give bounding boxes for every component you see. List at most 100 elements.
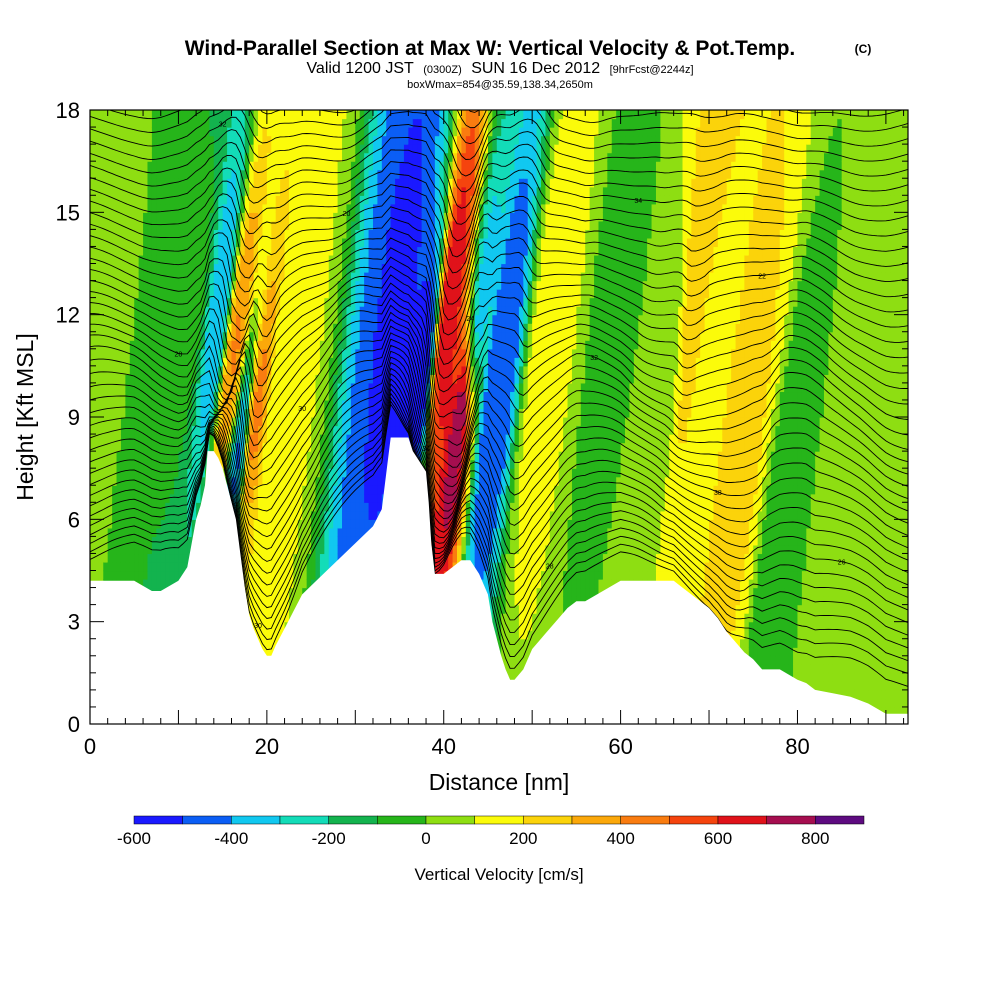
velocity-cell (178, 382, 184, 393)
velocity-cell (138, 536, 144, 546)
velocity-cell (342, 161, 348, 171)
velocity-cell (302, 306, 308, 316)
velocity-cell (174, 442, 180, 452)
velocity-cell (138, 553, 144, 563)
velocity-cell (90, 357, 96, 367)
velocity-cell (196, 186, 202, 196)
velocity-cell (262, 289, 268, 299)
velocity-cell (253, 289, 259, 299)
velocity-cell (134, 408, 140, 418)
velocity-cell (98, 468, 104, 478)
velocity-cell (244, 468, 250, 478)
velocity-cell (355, 365, 361, 375)
velocity-cell (293, 399, 299, 410)
velocity-cell (160, 280, 166, 290)
velocity-cell (266, 306, 272, 316)
velocity-cell (377, 220, 383, 230)
velocity-cell (275, 527, 281, 537)
velocity-cell (355, 229, 361, 239)
velocity-cell (284, 161, 290, 171)
velocity-cell (98, 553, 104, 563)
velocity-cell (151, 323, 157, 333)
velocity-cell (165, 331, 171, 341)
velocity-cell (355, 527, 361, 537)
velocity-cell (107, 553, 113, 563)
velocity-cell (372, 493, 378, 503)
velocity-cell (191, 229, 197, 239)
velocity-cell (129, 161, 135, 171)
velocity-cell (156, 417, 162, 427)
velocity-cell (346, 365, 352, 375)
velocity-cell (275, 417, 281, 427)
velocity-cell (258, 468, 264, 478)
velocity-cell (112, 417, 118, 427)
velocity-cell (138, 289, 144, 299)
velocity-cell (342, 493, 348, 503)
velocity-cell (271, 544, 277, 555)
velocity-cell (342, 544, 348, 555)
velocity-cell (169, 237, 175, 248)
velocity-cell (143, 434, 149, 444)
velocity-cell (258, 519, 264, 529)
velocity-cell (342, 442, 348, 452)
velocity-cell (337, 280, 343, 290)
velocity-cell (129, 220, 135, 230)
velocity-cell (174, 459, 180, 469)
velocity-cell (266, 536, 272, 546)
velocity-cell (107, 374, 113, 384)
velocity-cell (368, 144, 374, 154)
velocity-cell (346, 425, 352, 435)
velocity-cell (156, 161, 162, 171)
velocity-cell (372, 237, 378, 248)
velocity-cell (107, 502, 113, 512)
velocity-cell (156, 289, 162, 299)
velocity-cell (90, 510, 96, 520)
velocity-cell (235, 323, 241, 333)
velocity-cell (204, 178, 210, 188)
velocity-cell (222, 203, 228, 213)
velocity-cell (94, 246, 100, 256)
velocity-cell (364, 476, 370, 486)
velocity-cell (297, 135, 303, 145)
velocity-cell (116, 553, 122, 563)
velocity-cell (125, 365, 131, 375)
velocity-cell (288, 289, 294, 299)
velocity-cell (288, 280, 294, 290)
velocity-cell (213, 417, 219, 427)
velocity-cell (151, 382, 157, 393)
velocity-cell (129, 127, 135, 137)
velocity-cell (182, 417, 188, 427)
velocity-cell (134, 570, 140, 580)
velocity-cell (266, 365, 272, 375)
velocity-cell (297, 417, 303, 427)
velocity-cell (346, 502, 352, 512)
velocity-cell (368, 289, 374, 299)
velocity-cell (253, 178, 259, 188)
velocity-cell (311, 263, 317, 273)
velocity-cell (112, 212, 118, 222)
velocity-cell (297, 323, 303, 333)
velocity-cell (240, 237, 246, 248)
velocity-cell (200, 135, 206, 145)
velocity-cell (151, 118, 157, 128)
velocity-cell (160, 365, 166, 375)
velocity-cell (120, 570, 126, 580)
velocity-cell (165, 161, 171, 171)
velocity-cell (280, 323, 286, 333)
velocity-cell (297, 314, 303, 324)
velocity-cell (302, 161, 308, 171)
velocity-cell (147, 553, 153, 563)
velocity-cell (293, 280, 299, 290)
velocity-cell (284, 178, 290, 188)
velocity-cell (227, 323, 233, 333)
velocity-cell (266, 382, 272, 393)
velocity-cell (103, 254, 109, 265)
velocity-cell (196, 263, 202, 273)
velocity-cell (174, 365, 180, 375)
velocity-cell (333, 527, 339, 537)
velocity-cell (156, 169, 162, 179)
velocity-cell (90, 289, 96, 299)
velocity-cell (319, 272, 325, 282)
velocity-cell (355, 314, 361, 324)
velocity-cell (368, 340, 374, 350)
